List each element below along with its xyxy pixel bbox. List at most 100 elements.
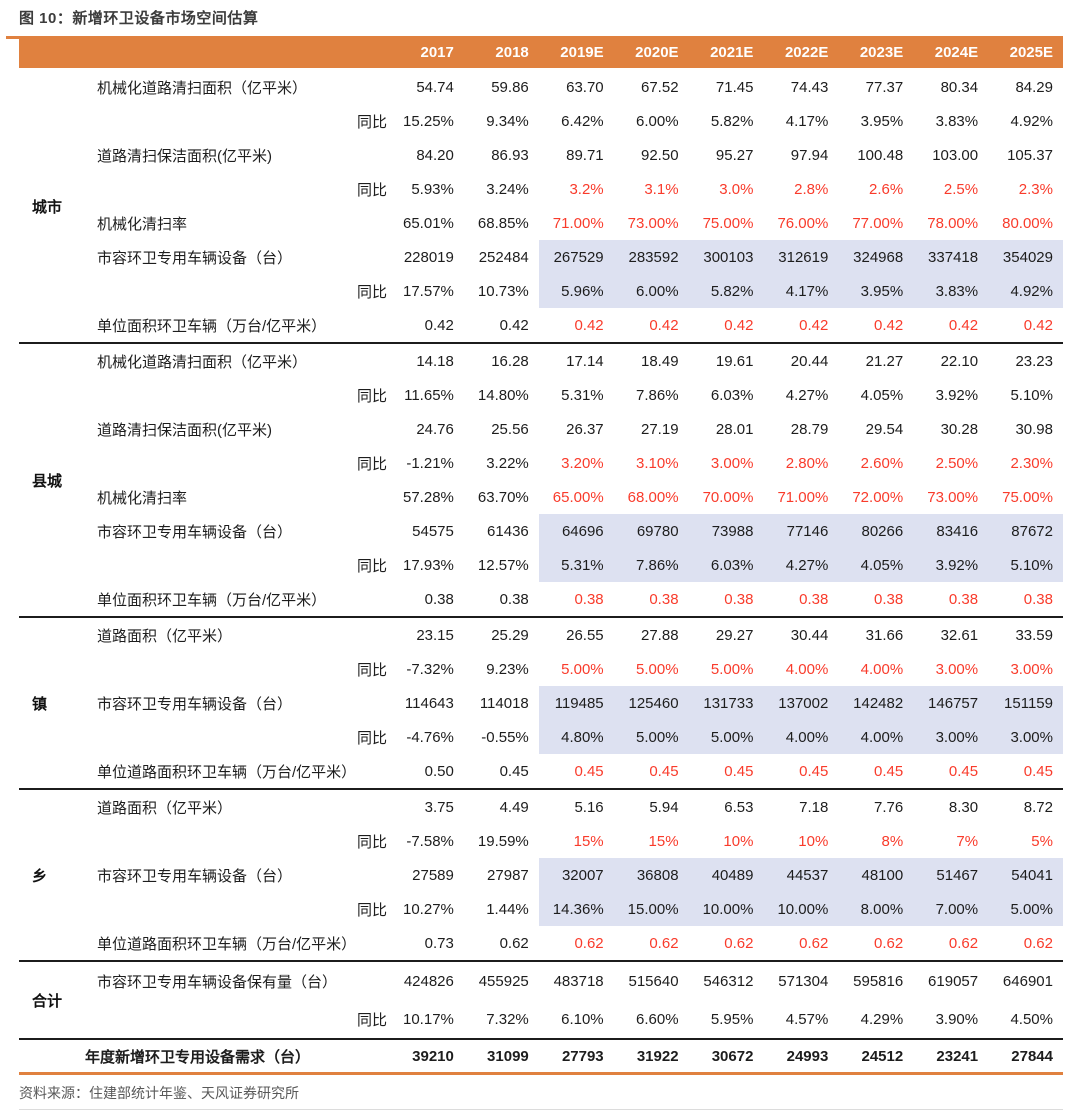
value-cell: 0.45 xyxy=(499,762,529,780)
annual-demand-value: 39210 xyxy=(412,1047,454,1065)
value-cell: 3.83% xyxy=(913,274,989,308)
row-label: 单位面积环卫车辆（万台/亿平米） xyxy=(97,591,327,609)
value-cell: 6.10% xyxy=(561,1010,604,1028)
value-cell: 103.00 xyxy=(932,146,979,164)
value-cell: 3.75 xyxy=(424,798,454,816)
value-cell: 0.42 xyxy=(499,316,529,334)
value-cell: 5% xyxy=(1031,832,1053,850)
value-cell: 142482 xyxy=(838,686,914,720)
value-cell: 0.62 xyxy=(574,934,604,952)
annual-demand-row: 年度新增环卫专用设备需求（台） 39210 31099 27793 31922 30672… xyxy=(19,1040,1063,1075)
value-cell: 0.45 xyxy=(724,762,754,780)
value-cell: 2.5% xyxy=(943,180,979,198)
yoy-label: 同比 xyxy=(356,661,387,679)
value-cell: 25.56 xyxy=(491,420,529,438)
value-cell: 51467 xyxy=(913,858,989,892)
value-cell: 7.76 xyxy=(874,798,904,816)
value-cell: 8.72 xyxy=(1023,798,1053,816)
value-cell: 71.00% xyxy=(552,214,604,232)
value-cell: 10.27% xyxy=(403,900,454,918)
value-cell: 18.49 xyxy=(641,352,679,370)
value-cell: 0.62 xyxy=(1023,934,1053,952)
value-cell: 3.92% xyxy=(935,386,979,404)
value-cell: 3.00% xyxy=(988,720,1063,754)
value-cell: 27.88 xyxy=(641,626,679,644)
value-cell: 0.45 xyxy=(1023,762,1053,780)
value-cell: 3.22% xyxy=(486,454,529,472)
value-cell: 26.37 xyxy=(566,420,604,438)
value-cell: 30.98 xyxy=(1015,420,1053,438)
value-cell: 0.42 xyxy=(1023,316,1053,334)
annual-demand-label: 年度新增环卫专用设备需求（台） xyxy=(85,1048,311,1066)
value-cell: 0.50 xyxy=(424,762,454,780)
year-header: 2018 xyxy=(495,43,529,61)
value-cell: 73988 xyxy=(688,514,764,548)
value-cell: 354029 xyxy=(988,240,1063,274)
value-cell: 6.42% xyxy=(561,112,604,130)
value-cell: 14.36% xyxy=(538,892,614,926)
value-cell: 5.31% xyxy=(538,548,614,582)
value-cell: 5.31% xyxy=(561,386,604,404)
row-label: 机械化道路清扫面积（亿平米） xyxy=(97,353,308,371)
value-cell: 26.55 xyxy=(566,626,604,644)
value-cell: 4.49 xyxy=(499,798,529,816)
table-title: 图 10：新增环卫设备市场空间估算 xyxy=(19,10,259,27)
value-cell: 0.38 xyxy=(799,590,829,608)
value-cell: 22.10 xyxy=(940,352,979,370)
value-cell: 4.00% xyxy=(785,660,829,678)
value-cell: 80.34 xyxy=(940,78,979,96)
value-cell: 28.01 xyxy=(715,420,754,438)
value-cell: 546312 xyxy=(703,972,754,990)
value-cell: 3.00% xyxy=(710,454,754,472)
value-cell: 0.38 xyxy=(1023,590,1053,608)
value-cell: 0.62 xyxy=(724,934,754,952)
value-cell: 0.62 xyxy=(649,934,679,952)
value-cell: 0.45 xyxy=(799,762,829,780)
value-cell: 5.16 xyxy=(574,798,604,816)
group-label-town: 镇 xyxy=(32,695,48,713)
annual-demand-value: 24993 xyxy=(786,1047,829,1065)
value-cell: 0.38 xyxy=(574,590,604,608)
value-cell: 80.00% xyxy=(1002,214,1053,232)
value-cell: 5.82% xyxy=(688,274,764,308)
value-cell: 14.80% xyxy=(477,386,529,404)
value-cell: 4.27% xyxy=(785,386,829,404)
value-cell: 3.24% xyxy=(486,180,529,198)
year-header: 2024E xyxy=(934,43,979,61)
value-cell: 5.10% xyxy=(1010,386,1053,404)
value-cell: 0.42 xyxy=(424,316,454,334)
value-cell: -1.21% xyxy=(406,454,454,472)
yoy-label: 同比 xyxy=(356,283,387,301)
year-header: 2022E xyxy=(784,43,829,61)
group-block-township: 乡 道路面积（亿平米） 3.75 4.49 5.16 5.94 6.53 7.18 7.76 8.… xyxy=(19,790,1063,962)
value-cell: 100.48 xyxy=(857,146,904,164)
value-cell: 80266 xyxy=(838,514,914,548)
value-cell: 2.30% xyxy=(1010,454,1053,472)
value-cell: 77146 xyxy=(763,514,839,548)
value-cell: 5.00% xyxy=(688,720,764,754)
value-cell: 10.00% xyxy=(688,892,764,926)
value-cell: 27.19 xyxy=(641,420,679,438)
value-cell: 337418 xyxy=(913,240,989,274)
yoy-label: 同比 xyxy=(356,557,387,575)
value-cell: 4.92% xyxy=(988,274,1063,308)
value-cell: 2.6% xyxy=(869,180,904,198)
group-label-city: 城市 xyxy=(32,198,63,216)
value-cell: 54575 xyxy=(412,522,454,540)
value-cell: 89.71 xyxy=(566,146,604,164)
value-cell: 0.38 xyxy=(724,590,754,608)
value-cell: 72.00% xyxy=(852,488,904,506)
value-cell: 0.45 xyxy=(948,762,979,780)
value-cell: 3.83% xyxy=(935,112,979,130)
value-cell: 3.95% xyxy=(838,274,914,308)
group-block-town: 镇 道路面积（亿平米） 23.15 25.29 26.55 27.88 29.27 30.44… xyxy=(19,618,1063,790)
value-cell: 54041 xyxy=(988,858,1063,892)
value-cell: 87672 xyxy=(988,514,1063,548)
value-cell: 131733 xyxy=(688,686,764,720)
value-cell: 5.00% xyxy=(613,720,689,754)
value-cell: 10.17% xyxy=(403,1010,454,1028)
year-header: 2020E xyxy=(635,43,679,61)
value-cell: 63.70 xyxy=(566,78,604,96)
value-cell: 0.42 xyxy=(874,316,904,334)
value-cell: 5.00% xyxy=(561,660,604,678)
